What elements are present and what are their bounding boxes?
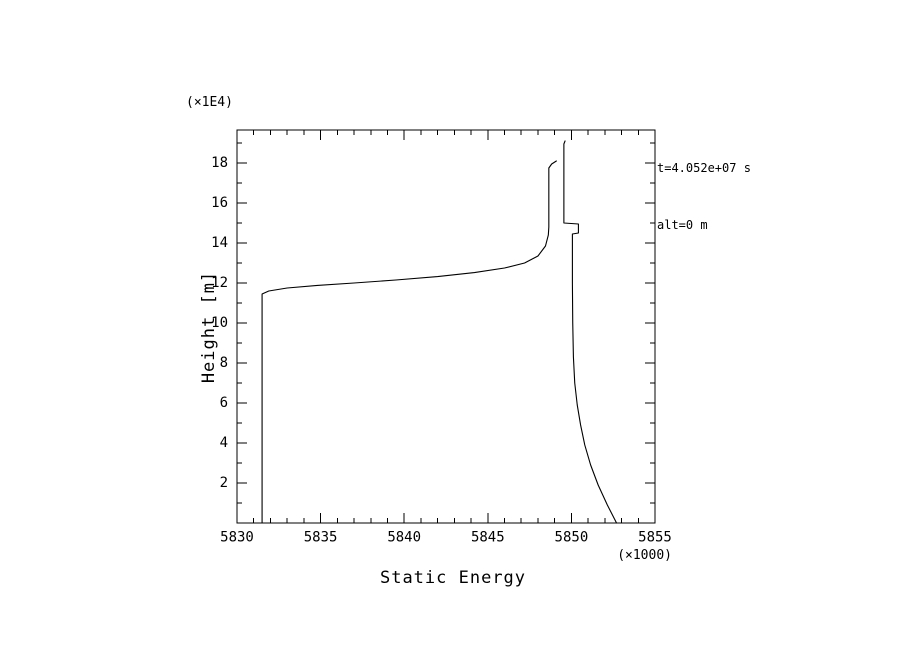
x-tick-label: 5840 bbox=[387, 530, 421, 546]
y-tick-label: 2 bbox=[220, 475, 228, 491]
x-axis-title: Static Energy bbox=[379, 568, 527, 588]
annotation-altitude: alt=0 m bbox=[657, 218, 708, 232]
y-tick-label: 10 bbox=[211, 315, 228, 331]
y-tick-label: 16 bbox=[211, 195, 228, 211]
x-axis-unit-note: (×1000) bbox=[617, 548, 672, 563]
y-axis-unit-note: (×1E4) bbox=[186, 95, 233, 110]
y-tick-label: 18 bbox=[211, 155, 228, 171]
x-tick-label: 5855 bbox=[638, 530, 672, 546]
x-tick-label: 5845 bbox=[471, 530, 505, 546]
y-tick-label: 12 bbox=[211, 275, 228, 291]
y-tick-label: 8 bbox=[220, 355, 228, 371]
y-tick-label: 4 bbox=[220, 435, 228, 451]
x-tick-label: 5830 bbox=[220, 530, 254, 546]
annotation-block: t=4.052e+07 s alt=0 m bbox=[657, 121, 751, 273]
y-tick-label: 14 bbox=[211, 235, 228, 251]
annotation-time: t=4.052e+07 s bbox=[657, 161, 751, 175]
plot-frame bbox=[236, 129, 656, 524]
series-line-upper-branch bbox=[563, 140, 618, 524]
y-axis-title: Height [m] bbox=[199, 270, 219, 384]
y-tick-label: 6 bbox=[220, 395, 228, 411]
series-line-lower-branch bbox=[261, 160, 557, 524]
x-tick-label: 5850 bbox=[555, 530, 589, 546]
x-tick-label: 5835 bbox=[304, 530, 338, 546]
